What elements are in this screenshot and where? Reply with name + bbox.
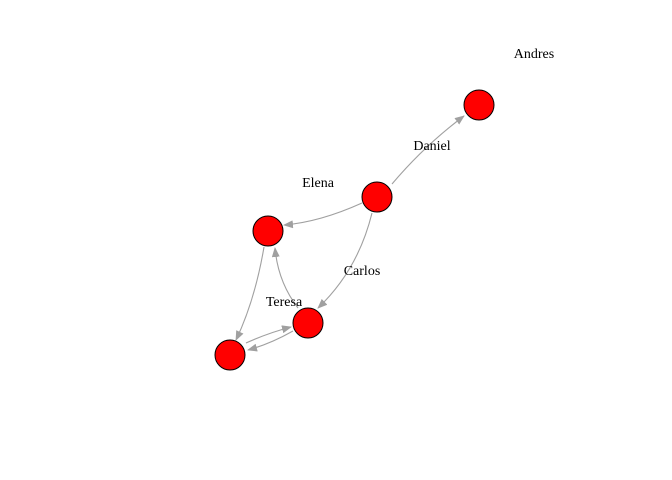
edges-layer bbox=[235, 115, 465, 352]
label-teresa: Teresa bbox=[266, 295, 303, 310]
node-left bbox=[252, 215, 284, 247]
label-andres: Andres bbox=[514, 47, 554, 62]
label-daniel: Daniel bbox=[413, 139, 450, 154]
edge-left-to-bottom-left bbox=[235, 246, 265, 341]
edge-center-to-upper-right bbox=[391, 115, 465, 185]
edge-bottom-left-to-lower-mid bbox=[245, 325, 292, 344]
node-bottom-left bbox=[214, 339, 246, 371]
label-elena: Elena bbox=[302, 176, 335, 191]
node-upper-right bbox=[463, 89, 495, 121]
node-center bbox=[361, 181, 393, 213]
label-carlos: Carlos bbox=[344, 264, 381, 279]
edge-center-to-left bbox=[283, 202, 363, 229]
node-lower-mid bbox=[292, 307, 324, 339]
edge-lower-mid-to-left bbox=[271, 247, 299, 309]
nodes-layer bbox=[214, 89, 495, 371]
edge-center-to-lower-mid bbox=[317, 212, 373, 309]
labels-layer: Andres Daniel Elena Carlos Teresa bbox=[266, 47, 554, 310]
edge-lower-mid-to-bottom-left bbox=[247, 330, 294, 352]
